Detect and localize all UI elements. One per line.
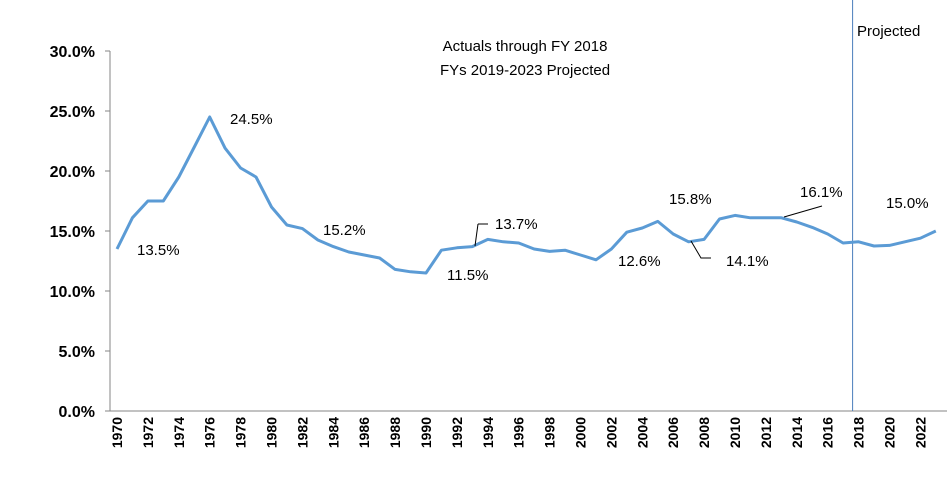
x-tick-label: 2008	[696, 417, 712, 448]
annotations: 13.5% 24.5% 15.2% 11.5% 13.7% 12.6% 15.8…	[137, 111, 929, 284]
x-tick-label: 1982	[294, 417, 310, 448]
x-tick-label: 1984	[325, 417, 341, 448]
annotation-14-1: 14.1%	[726, 253, 769, 270]
y-tick-label: 5.0%	[59, 344, 95, 361]
projected-label: Projected	[857, 23, 920, 40]
annotation-12-6: 12.6%	[618, 253, 661, 270]
x-tick-label: 2012	[758, 417, 774, 448]
x-tick-label: 1998	[542, 417, 558, 448]
x-tick-label: 2014	[789, 417, 805, 448]
annotation-24-5: 24.5%	[230, 111, 273, 128]
x-tick-label: 2018	[851, 417, 867, 448]
x-tick-label: 1980	[264, 417, 280, 448]
x-tick-label: 1988	[387, 417, 403, 448]
annotation-15-0: 15.0%	[886, 195, 929, 212]
annotation-leader-14-1	[691, 241, 711, 258]
x-tick-label: 2006	[665, 417, 681, 448]
y-tick-label: 0.0%	[59, 404, 95, 421]
annotation-15-2: 15.2%	[323, 222, 366, 239]
annotation-13-5: 13.5%	[137, 242, 180, 259]
x-tick-label: 2020	[882, 417, 898, 448]
annotation-16-1: 16.1%	[800, 184, 843, 201]
x-tick-label: 1978	[233, 417, 249, 448]
y-axis: 0.0% 5.0% 10.0% 15.0% 20.0% 25.0% 30.0%	[50, 44, 110, 421]
x-tick-label: 2022	[912, 417, 928, 448]
x-tick-label: 1976	[202, 417, 218, 448]
x-tick-label: 1986	[356, 417, 372, 448]
annotation-leader-16-1	[784, 206, 822, 217]
x-tick-label: 1974	[171, 417, 187, 448]
x-tick-label: 2016	[820, 417, 836, 448]
y-tick-label: 15.0%	[50, 224, 95, 241]
y-tick-label: 10.0%	[50, 284, 95, 301]
x-tick-label: 1992	[449, 417, 465, 448]
x-axis: 1970 1972 1974 1976 1978 1980 1982 1984 1986 1988…	[109, 411, 947, 448]
x-tick-label: 1996	[511, 417, 527, 448]
x-tick-label: 2004	[634, 417, 650, 448]
y-tick-label: 30.0%	[50, 44, 95, 61]
y-tick-label: 25.0%	[50, 104, 95, 121]
annotation-15-8: 15.8%	[669, 191, 712, 208]
annotation-11-5: 11.5%	[447, 267, 488, 284]
chart-title-line-2: FYs 2019-2023 Projected	[440, 62, 610, 79]
x-tick-label: 2010	[727, 417, 743, 448]
x-tick-label: 1970	[109, 417, 125, 448]
x-tick-label: 1990	[418, 417, 434, 448]
x-tick-label: 2002	[603, 417, 619, 448]
chart-title-line-1: Actuals through FY 2018	[443, 38, 608, 55]
x-tick-label: 1994	[480, 417, 496, 448]
x-tick-label: 2000	[573, 417, 589, 448]
annotation-13-7: 13.7%	[495, 216, 538, 233]
y-tick-label: 20.0%	[50, 164, 95, 181]
x-tick-label: 1972	[140, 417, 156, 448]
